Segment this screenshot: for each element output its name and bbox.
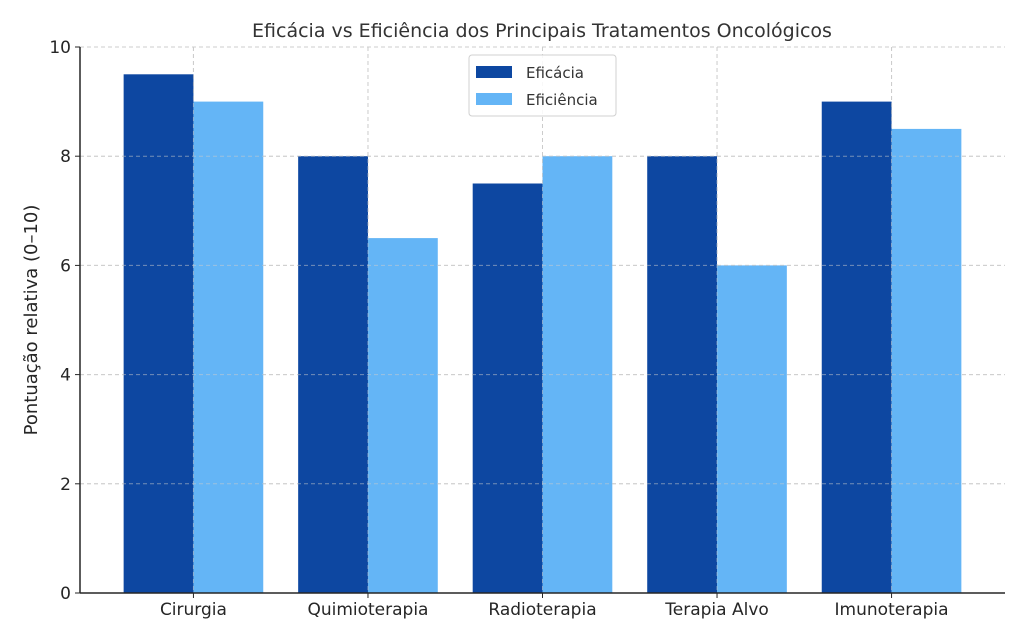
x-tick-label: Imunoterapia xyxy=(835,600,949,620)
bar-eficincia-imunoterapia xyxy=(891,128,962,593)
legend-swatch-eficiencia xyxy=(476,93,512,105)
legend-label: Eficiência xyxy=(526,91,598,109)
legend: Eficácia Eficiência xyxy=(468,54,617,117)
x-tick-label: Cirurgia xyxy=(160,600,227,620)
y-tick-label: 6 xyxy=(60,256,71,276)
bar-eficcia-cirurgia xyxy=(123,74,194,594)
y-tick-label: 10 xyxy=(49,38,71,58)
axes-layer: 0 2 4 6 8 10 Cirurgia Quimioterapia Radioterapia… xyxy=(49,38,1005,620)
legend-swatch-eficacia xyxy=(476,66,512,78)
x-tick-label: Quimioterapia xyxy=(307,600,428,620)
y-tick-label: 8 xyxy=(60,147,71,167)
chart-title: Eficácia vs Eficiência dos Principais Tr… xyxy=(252,20,832,42)
bars-layer xyxy=(80,46,1005,594)
bar-eficincia-quimioterapia xyxy=(367,238,438,593)
legend-label: Eficácia xyxy=(526,64,584,82)
bar-eficincia-terapia-alvo xyxy=(717,265,787,593)
y-tick-label: 0 xyxy=(60,584,71,604)
bar-eficcia-radioterapia xyxy=(472,183,543,593)
y-tick-label: 2 xyxy=(60,475,71,495)
x-tick-label: Radioterapia xyxy=(488,600,596,620)
y-axis-label: Pontuação relativa (0–10) xyxy=(21,205,42,436)
bar-eficincia-cirurgia xyxy=(193,101,264,593)
x-tick-label: Terapia Alvo xyxy=(664,600,769,620)
bar-eficcia-imunoterapia xyxy=(821,101,892,593)
y-tick-label: 4 xyxy=(60,366,71,386)
